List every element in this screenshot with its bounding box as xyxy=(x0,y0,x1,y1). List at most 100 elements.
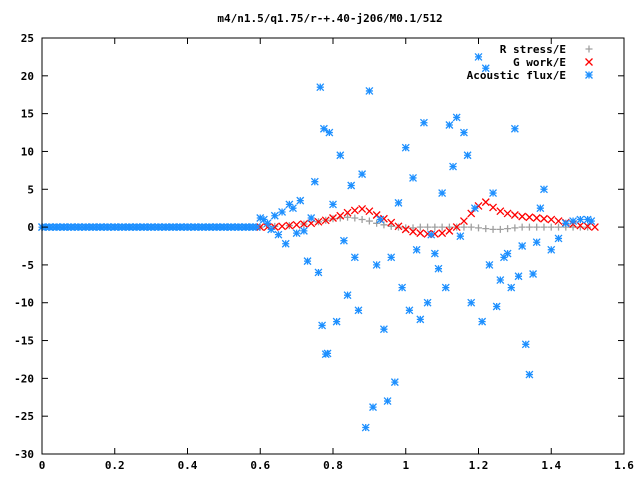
data-point xyxy=(547,245,556,254)
data-point xyxy=(238,223,247,232)
data-point xyxy=(281,239,290,248)
data-point xyxy=(507,283,516,292)
y-tick-label: 0 xyxy=(27,221,34,234)
y-tick-label: 5 xyxy=(27,183,34,196)
data-point xyxy=(296,196,305,205)
data-point xyxy=(88,223,97,232)
data-point xyxy=(314,217,323,226)
data-point xyxy=(212,223,221,232)
data-point xyxy=(445,226,454,235)
data-point xyxy=(78,223,86,232)
data-point xyxy=(56,223,65,232)
data-point xyxy=(336,211,345,220)
data-point xyxy=(314,268,323,277)
data-point xyxy=(533,223,541,231)
data-point xyxy=(431,223,439,231)
data-point xyxy=(361,423,370,432)
data-point xyxy=(503,249,512,258)
data-point xyxy=(336,151,345,160)
data-point xyxy=(201,223,210,232)
data-point xyxy=(402,224,410,232)
data-point xyxy=(576,221,585,230)
data-point xyxy=(107,223,116,232)
data-point xyxy=(278,222,287,231)
data-point xyxy=(401,225,410,234)
y-tick-label: 15 xyxy=(21,108,34,121)
data-point xyxy=(128,223,137,232)
data-point xyxy=(510,211,519,219)
data-point xyxy=(536,204,545,213)
data-point xyxy=(118,223,126,232)
x-tick-label: 0.2 xyxy=(105,459,125,472)
data-point xyxy=(373,219,381,227)
data-point xyxy=(500,253,508,262)
y-tick-label: 25 xyxy=(21,32,34,45)
data-point xyxy=(256,223,265,232)
y-tick-label: 10 xyxy=(21,145,34,158)
data-point xyxy=(45,223,54,232)
x-tick-label: 0 xyxy=(39,459,46,472)
legend-marker xyxy=(585,58,593,66)
data-point xyxy=(176,223,185,232)
legend-marker xyxy=(585,45,593,53)
data-point xyxy=(307,214,316,222)
data-point xyxy=(470,204,479,213)
data-point xyxy=(351,214,359,222)
data-point xyxy=(424,223,432,231)
data-point xyxy=(496,225,504,233)
data-point xyxy=(485,260,494,269)
y-tick-label: -15 xyxy=(14,335,34,348)
x-tick-label: 1.2 xyxy=(469,459,489,472)
data-point xyxy=(267,225,276,234)
data-point xyxy=(427,230,436,239)
data-point xyxy=(518,223,526,231)
data-point xyxy=(139,223,148,232)
data-point xyxy=(463,151,472,160)
data-point xyxy=(489,225,497,233)
data-point xyxy=(489,189,498,198)
data-point xyxy=(285,200,294,209)
data-point xyxy=(419,118,428,127)
data-point xyxy=(390,378,399,387)
y-tick-label: -20 xyxy=(14,372,34,385)
data-point xyxy=(339,236,348,245)
data-point xyxy=(434,264,443,273)
data-point xyxy=(449,162,457,171)
data-point xyxy=(398,283,407,292)
y-tick-label: -5 xyxy=(21,259,34,272)
data-point xyxy=(438,229,447,238)
data-point xyxy=(110,223,119,232)
data-point xyxy=(467,298,476,307)
data-point xyxy=(216,223,225,232)
y-tick-label: -10 xyxy=(14,297,34,310)
data-point xyxy=(504,225,512,233)
data-point xyxy=(376,215,385,224)
data-point xyxy=(474,52,483,61)
data-point xyxy=(329,214,337,222)
data-point xyxy=(441,283,450,292)
data-point xyxy=(460,223,468,231)
data-point xyxy=(409,224,417,232)
data-point xyxy=(459,128,468,137)
data-point xyxy=(412,245,421,254)
data-point xyxy=(59,223,68,232)
data-point xyxy=(344,213,352,221)
data-point xyxy=(99,223,108,232)
series-star xyxy=(38,52,596,432)
data-point xyxy=(81,223,90,232)
data-point xyxy=(245,223,254,232)
data-point xyxy=(172,223,181,232)
data-point xyxy=(96,223,105,232)
data-point xyxy=(590,223,599,232)
data-point xyxy=(467,223,475,231)
data-point xyxy=(456,232,465,241)
data-point xyxy=(350,253,359,262)
data-point xyxy=(205,223,214,232)
data-point xyxy=(270,211,279,220)
data-point xyxy=(252,223,261,232)
data-point xyxy=(70,223,79,232)
data-point xyxy=(319,124,328,133)
data-point xyxy=(132,223,141,232)
data-point xyxy=(350,206,359,215)
